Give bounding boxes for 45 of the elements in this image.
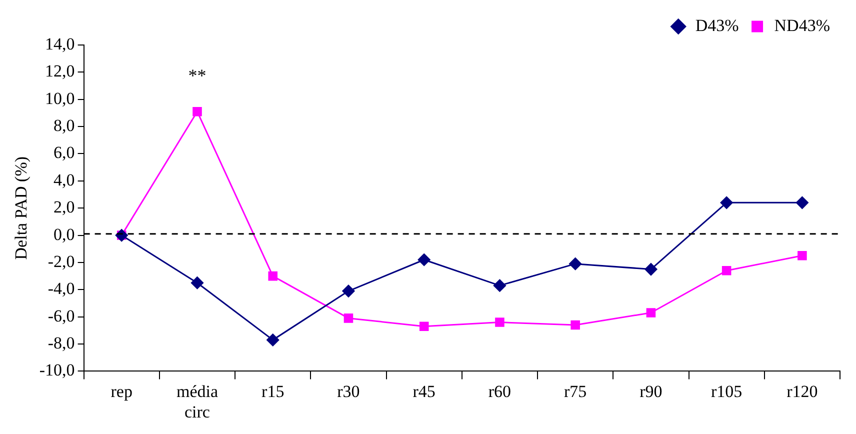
- point: [192, 106, 202, 116]
- x-tick-label: r15: [262, 382, 284, 401]
- point: [495, 318, 504, 327]
- y-axis-title: Delta PAD (%): [12, 156, 31, 260]
- x-tick-label: r30: [337, 382, 360, 401]
- legend-label: ND43%: [774, 16, 830, 35]
- x-tick-label: média circ: [176, 382, 218, 422]
- y-tick-label: -2,0: [48, 252, 75, 271]
- point: [570, 320, 580, 330]
- x-tick-label: r60: [488, 382, 512, 401]
- point: [720, 196, 733, 209]
- point: [798, 251, 807, 260]
- y-tick-label: 12,0: [45, 62, 75, 81]
- x-tick-label: r120: [786, 382, 818, 401]
- point: [722, 266, 732, 276]
- y-tick-label: -10,0: [39, 360, 75, 380]
- point: [569, 258, 582, 270]
- point: [646, 308, 656, 318]
- point: [266, 334, 280, 346]
- point: [190, 276, 204, 290]
- y-tick-label: -8,0: [48, 333, 75, 352]
- annotation: **: [188, 66, 206, 86]
- legend-label: D43%: [695, 16, 739, 35]
- x-tick-label: r90: [640, 382, 662, 401]
- y-tick-label: 4,0: [54, 170, 75, 190]
- point: [493, 279, 506, 292]
- y-tick-label: 2,0: [54, 198, 75, 217]
- point: [268, 271, 278, 281]
- x-tick-label: rep: [110, 382, 132, 401]
- y-tick-label: -4,0: [48, 279, 75, 298]
- y-tick-label: 14,0: [45, 34, 75, 54]
- point: [418, 254, 430, 266]
- x-tick-label: r45: [412, 382, 436, 401]
- x-tick-label: r75: [564, 382, 587, 401]
- point: [796, 196, 808, 209]
- point: [344, 314, 354, 323]
- point: [644, 263, 658, 276]
- y-tick-label: 0,0: [54, 224, 75, 244]
- point: [419, 322, 429, 331]
- x-tick-label: r105: [710, 382, 742, 401]
- y-tick-label: 8,0: [54, 116, 75, 136]
- point: [342, 284, 355, 298]
- y-tick-label: 6,0: [54, 143, 75, 162]
- y-tick-label: 10,0: [45, 88, 75, 108]
- y-tick-label: -6,0: [48, 306, 75, 326]
